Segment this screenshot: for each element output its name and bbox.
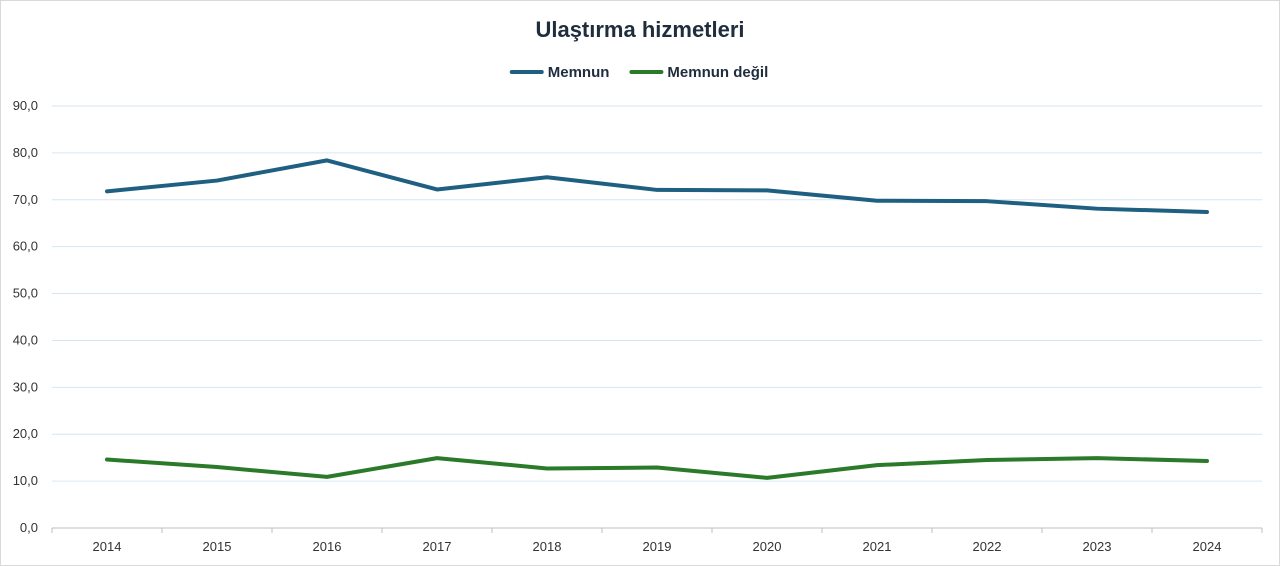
legend-item-1: Memnun bbox=[509, 64, 610, 81]
x-tick-label: 2018 bbox=[533, 539, 562, 554]
series-group bbox=[105, 158, 1209, 480]
series-line-2 bbox=[105, 456, 1209, 480]
x-tick-label: 2014 bbox=[93, 539, 122, 554]
y-tick-label: 80,0 bbox=[13, 145, 38, 160]
series-line-1 bbox=[105, 158, 1209, 214]
x-tick-label: 2021 bbox=[863, 539, 892, 554]
y-tick-label: 30,0 bbox=[13, 379, 38, 394]
y-tick-label: 40,0 bbox=[13, 332, 38, 347]
y-tick-label: 50,0 bbox=[13, 286, 38, 301]
legend: Memnun Memnun değil bbox=[509, 64, 768, 81]
y-tick-label: 0,0 bbox=[20, 520, 38, 535]
x-tick-label: 2016 bbox=[313, 539, 342, 554]
y-axis: 0,0 10,0 20,0 30,0 40,0 50,0 60,0 70,0 80,0 90,0 bbox=[13, 98, 38, 535]
gridlines bbox=[52, 105, 1262, 529]
x-axis: 2014 2015 2016 2017 2018 2019 2020 2021 2022 2023… bbox=[51, 528, 1263, 554]
legend-item-2: Memnun değil bbox=[629, 64, 768, 81]
y-tick-label: 90,0 bbox=[13, 98, 38, 113]
legend-label: Memnun bbox=[548, 64, 610, 81]
y-tick-label: 10,0 bbox=[13, 473, 38, 488]
x-tick-label: 2022 bbox=[973, 539, 1002, 554]
legend-label: Memnun değil bbox=[667, 64, 768, 81]
x-tick-label: 2017 bbox=[423, 539, 452, 554]
x-tick-label: 2019 bbox=[643, 539, 672, 554]
x-tick-label: 2020 bbox=[753, 539, 782, 554]
chart-title: Ulaştırma hizmetleri bbox=[535, 17, 744, 42]
x-tick-label: 2015 bbox=[203, 539, 232, 554]
y-tick-label: 60,0 bbox=[13, 239, 38, 254]
x-tick-label: 2024 bbox=[1193, 539, 1222, 554]
y-tick-label: 20,0 bbox=[13, 426, 38, 441]
y-tick-label: 70,0 bbox=[13, 192, 38, 207]
x-tick-label: 2023 bbox=[1083, 539, 1112, 554]
